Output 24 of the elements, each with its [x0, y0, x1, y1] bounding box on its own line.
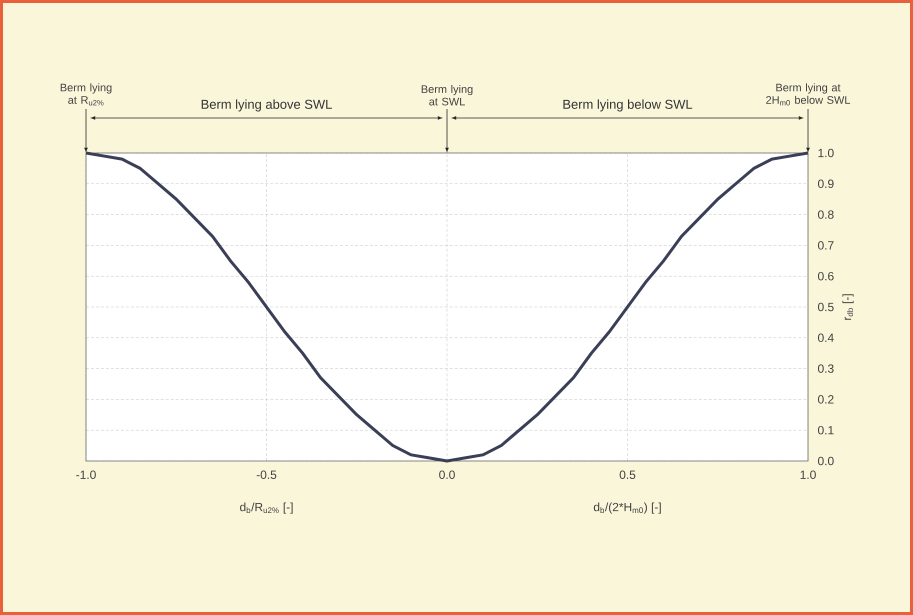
y-tick-label: 0.2 — [818, 395, 834, 404]
y-tick-label: 0.0 — [818, 456, 834, 466]
y-axis-title: r$_{db}$ [-] — [842, 294, 854, 320]
y-tick-label: 0.5 — [818, 302, 834, 312]
text: Berm lying at SWL — [422, 84, 472, 106]
y-tick-label: 0.6 — [818, 272, 834, 280]
y-tick-label: 0.3 — [818, 364, 834, 373]
y-tick-label: 0.1 — [818, 426, 834, 434]
annotation: Berm lying at 2H$_{m0}$ below SWL — [766, 83, 850, 106]
x-tick-label: 1.0 — [800, 470, 816, 479]
y-tick-label: 1.0 — [818, 148, 834, 158]
y-tick-label: 0.9 — [818, 180, 834, 188]
x-tick-label: 0.5 — [620, 470, 636, 479]
text: d$_{b}$/(2*H$_{m0}$) [-] — [594, 502, 661, 514]
x-tick-label: 0.0 — [439, 470, 455, 479]
x-tick-label: -1.0 — [76, 470, 96, 479]
annotation: Berm lying at R$_{u2%}$ — [60, 83, 112, 106]
y-tick-label: 0.4 — [818, 334, 834, 342]
y-tick-label: 0.7 — [818, 241, 834, 250]
x-axis-title: d$_{b}$/R$_{u2%}$ [-] — [240, 502, 293, 514]
y-tick-label: 0.8 — [818, 210, 834, 219]
text: Berm lying above SWL — [202, 99, 332, 112]
x-tick-label: -0.5 — [256, 470, 276, 479]
text: Berm lying below SWL — [563, 99, 692, 112]
